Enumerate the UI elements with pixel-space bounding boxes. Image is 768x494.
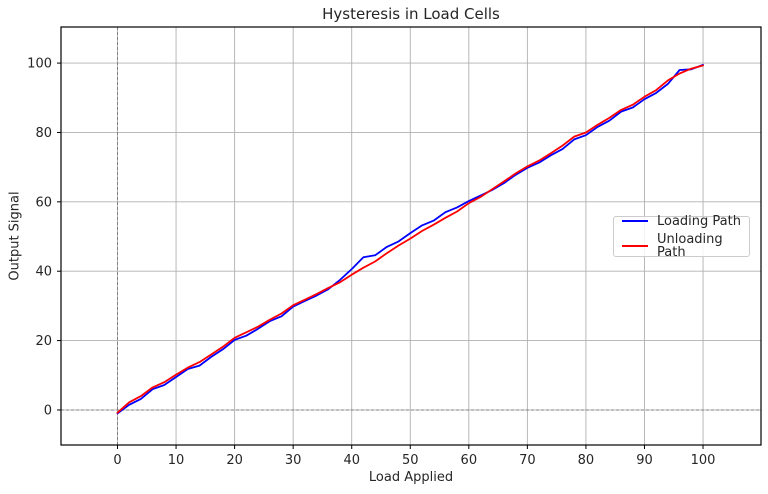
x-tick-label: 100 [691,453,716,468]
legend-box: Loading Path Unloading Path [613,215,750,259]
x-tick-label: 60 [461,453,478,468]
x-tick-label: 20 [226,453,243,468]
chart-title: Hysteresis in Load Cells [322,5,500,23]
series-line-unloading-path [116,64,704,414]
y-tick-label: 80 [35,126,52,141]
series-line-loading-path [116,63,704,415]
legend-label-unloading: Unloading Path [657,231,723,260]
x-tick-label: 70 [519,453,536,468]
loading-path-line-swatch [622,220,648,222]
y-tick-label: 20 [35,334,52,349]
plot-border [60,26,762,446]
x-tick-label: 10 [168,453,185,468]
x-axis-label: Load Applied [368,470,454,485]
legend-label-loading: Loading Path [657,213,741,229]
y-tick-label: 40 [35,265,52,280]
x-tick-label: 30 [285,453,302,468]
x-tick-label: 90 [636,453,653,468]
y-tick-label: 100 [27,57,52,72]
x-tick-label: 50 [402,453,419,468]
legend-entry-loading: Loading Path [622,215,749,228]
x-tick-label: 0 [113,453,121,468]
y-axis-label: Output Signal [7,191,23,281]
legend-entry-unloading: Unloading Path [622,233,749,259]
y-tick-label: 0 [44,403,52,418]
x-tick-label: 40 [343,453,360,468]
y-tick-label: 60 [35,195,52,210]
x-tick-label: 80 [578,453,595,468]
unloading-path-line-swatch [622,244,648,247]
